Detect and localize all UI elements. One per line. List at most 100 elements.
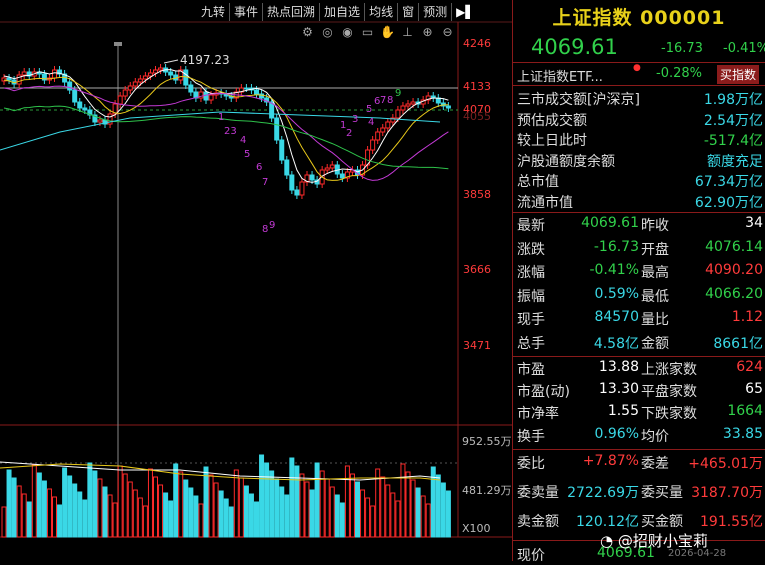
volume-bar bbox=[395, 500, 401, 538]
volume-bar bbox=[299, 473, 305, 538]
candle-body bbox=[390, 117, 396, 123]
pin-icon[interactable]: ⊥ bbox=[402, 25, 413, 39]
target-icon[interactable]: ◎ bbox=[322, 25, 333, 39]
stat-row: 委比 +7.87% 委差 +465.01万 bbox=[517, 453, 765, 475]
candle-body bbox=[137, 78, 143, 83]
candle-body bbox=[97, 119, 103, 123]
volume-bar bbox=[198, 503, 204, 538]
candle-body bbox=[344, 171, 350, 179]
candle-body bbox=[375, 131, 381, 141]
volume-bar bbox=[41, 480, 47, 538]
volume-bar bbox=[440, 482, 446, 538]
volume-bar bbox=[218, 490, 224, 538]
stat-label: 昨收 bbox=[641, 218, 669, 234]
volume-bar bbox=[274, 478, 280, 538]
nine-turn-down-label: 1 bbox=[218, 112, 224, 123]
candle-body bbox=[26, 71, 32, 77]
stat-value: 13.88 bbox=[598, 359, 639, 375]
summary-row: 较上日此时 -517.4亿 bbox=[517, 130, 765, 150]
stat-label: 下跌家数 bbox=[641, 406, 697, 423]
volume-bar bbox=[173, 463, 179, 538]
stat-value: 1.55 bbox=[607, 403, 639, 420]
stat-value: 1664 bbox=[727, 403, 763, 420]
etf-change-pct: -0.28% bbox=[656, 66, 702, 81]
watermark-text: @招财小宝莉 bbox=[617, 532, 708, 550]
candle-body bbox=[132, 81, 138, 87]
trash-icon[interactable]: ▭ bbox=[361, 25, 374, 39]
volume-bar bbox=[309, 489, 315, 538]
etf-name[interactable]: 上证指数ETF... bbox=[517, 70, 603, 85]
summary-value: -517.4亿 bbox=[703, 133, 763, 149]
expand-arrow-icon[interactable]: ▶▌ bbox=[456, 5, 475, 19]
volume-bar bbox=[344, 465, 350, 538]
divider bbox=[513, 212, 765, 213]
volume-bar bbox=[153, 476, 158, 538]
volume-bar bbox=[390, 492, 396, 538]
stat-value: +7.87% bbox=[582, 453, 639, 469]
eye-icon[interactable]: ◉ bbox=[342, 25, 353, 39]
volume-bar bbox=[228, 506, 234, 538]
toolbar-hotspot[interactable]: 热点回溯 bbox=[263, 3, 321, 21]
toolbar-window[interactable]: 窗 bbox=[398, 3, 420, 21]
watermark: ◔ @招财小宝莉 bbox=[600, 530, 708, 551]
candle-body bbox=[168, 71, 174, 76]
stat-label: 委卖量 bbox=[517, 485, 559, 501]
nine-turn-down-label: 4 bbox=[240, 135, 246, 146]
divider bbox=[513, 540, 765, 541]
candle-body bbox=[208, 94, 214, 101]
buy-index-button[interactable]: 买指数 bbox=[717, 65, 760, 84]
price-axis-highlight bbox=[460, 103, 494, 117]
chart-tool-icons: ⚙ ◎ ◉ ▭ ✋ ⊥ ⊕ ⊖ bbox=[300, 25, 455, 39]
volume-bar bbox=[36, 472, 42, 538]
divider bbox=[513, 62, 765, 63]
index-title: 上证指数 000001 bbox=[552, 7, 726, 29]
volume-bar bbox=[16, 485, 22, 538]
hand-icon[interactable]: ✋ bbox=[380, 25, 395, 39]
summary-value: 67.34万亿 bbox=[694, 174, 763, 190]
volume-bar bbox=[142, 505, 148, 538]
toolbar-events[interactable]: 事件 bbox=[230, 3, 264, 21]
volume-bar bbox=[425, 503, 431, 538]
settings-icon[interactable]: ⚙ bbox=[302, 25, 313, 39]
candlesticks bbox=[1, 64, 451, 199]
candle-body bbox=[92, 114, 98, 123]
nine-turn-down-label: 9 bbox=[269, 220, 275, 231]
summary-value: 2.54万亿 bbox=[703, 112, 763, 129]
stat-row: 市盈 13.88 上涨家数 624 bbox=[517, 359, 765, 381]
zoom-in-icon[interactable]: ⊕ bbox=[422, 25, 433, 39]
summary-value: 62.90万亿 bbox=[694, 194, 763, 211]
candle-body bbox=[329, 164, 335, 169]
candle-body bbox=[339, 173, 345, 179]
price-change: -16.73 bbox=[661, 41, 703, 56]
toolbar-forecast[interactable]: 预测 bbox=[419, 3, 453, 21]
volume-bar bbox=[248, 493, 254, 538]
price-axis-label: 3471 bbox=[463, 339, 491, 352]
toolbar-ma[interactable]: 均线 bbox=[365, 3, 399, 21]
stat-label: 涨幅 bbox=[517, 265, 545, 281]
volume-bar bbox=[203, 466, 209, 538]
quote-panel: 上证指数 000001 4069.61 -16.73 -0.41% 上证指数ET… bbox=[513, 0, 765, 564]
candle-body bbox=[405, 103, 411, 107]
toolbar-add-watchlist[interactable]: 加自选 bbox=[320, 3, 366, 21]
stat-row: 总手 4.58亿 金额 8661亿 bbox=[517, 333, 765, 355]
volume-axis-label: X100 bbox=[462, 522, 491, 535]
weibo-logo-icon: ◔ bbox=[600, 532, 618, 550]
candle-body bbox=[243, 87, 249, 90]
volume-bar bbox=[420, 495, 426, 538]
summary-row: 三市成交额[沪深京] 1.98万亿 bbox=[517, 89, 765, 109]
stat-value: 0.59% bbox=[594, 285, 639, 302]
divider bbox=[513, 449, 765, 450]
summary-value: 1.98万亿 bbox=[703, 92, 763, 108]
price-axis-label: 4133 bbox=[463, 80, 491, 93]
ma60-line bbox=[3, 105, 449, 170]
volume-bar bbox=[269, 470, 275, 538]
volume-bar bbox=[92, 470, 98, 538]
volume-bar bbox=[445, 490, 451, 538]
candle-body bbox=[425, 95, 431, 101]
candle-body bbox=[147, 72, 153, 77]
toolbar-nine-turn[interactable]: 九转 bbox=[197, 3, 231, 21]
zoom-out-icon[interactable]: ⊖ bbox=[442, 25, 453, 39]
volume-bar bbox=[163, 492, 169, 538]
volume-bar bbox=[289, 457, 295, 538]
